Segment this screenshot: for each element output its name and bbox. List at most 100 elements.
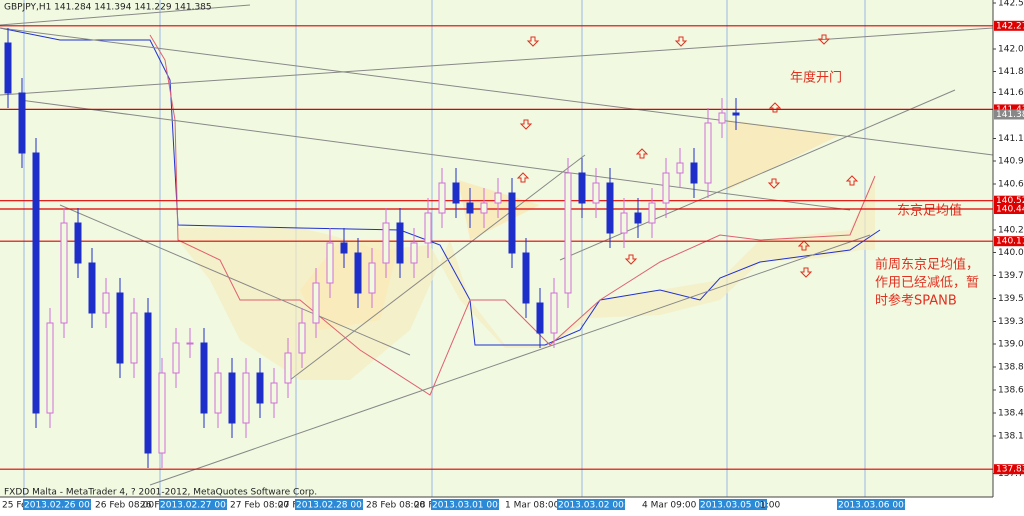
trendline (59, 204, 411, 356)
candle-body (634, 212, 642, 224)
y-tick-label: 138.170 (998, 432, 1024, 442)
candle-body (298, 322, 306, 354)
arrow (624, 254, 638, 265)
candle-body (88, 262, 96, 314)
level-label: 142.272 (996, 21, 1024, 31)
candle-body (508, 192, 516, 254)
y-tick-label: 142.500 (998, 0, 1024, 9)
x-tick-label: 2013.02.26 00:00 (24, 501, 105, 511)
x-tick-label: 2013.03.02 00:00 (558, 501, 639, 511)
y-tick-label: 140.690 (998, 180, 1024, 190)
candle-body (396, 222, 404, 264)
candle-body (102, 292, 110, 314)
trendline (149, 234, 871, 486)
candle-body (242, 372, 250, 424)
annotation: 作用已经减低，暂 (875, 276, 979, 291)
arrow (768, 102, 782, 113)
trendline (0, 4, 251, 26)
candle-body (214, 372, 222, 414)
candle-body (410, 242, 418, 264)
candle-body (494, 192, 502, 204)
candle-body (60, 222, 68, 324)
x-tick-label: 2013.03.06 00:00 (838, 501, 919, 511)
annotation: 年度开门 (790, 70, 842, 86)
candle-body (452, 182, 460, 204)
arrow (799, 267, 813, 278)
y-tick-label: 141.145 (998, 134, 1024, 144)
candle-body (732, 112, 740, 116)
candle-body (256, 372, 264, 404)
kijun-line (0, 27, 881, 346)
arrow (516, 172, 530, 183)
candle-body (522, 252, 530, 304)
x-tick-label: 27 Feb 08:00 (230, 501, 289, 511)
candle-body (480, 202, 488, 214)
candle-body (144, 312, 152, 454)
candle-body (46, 322, 54, 414)
y-tick-label: 139.315 (998, 317, 1024, 327)
x-tick-label: 1 Mar 08:00 (505, 501, 560, 511)
y-tick-label: 139.545 (998, 294, 1024, 304)
arrow (519, 119, 533, 130)
candle-body (354, 252, 362, 294)
x-label-highlight (699, 499, 767, 510)
candle-body (326, 242, 334, 284)
y-tick-label: 140.005 (998, 248, 1024, 258)
x-label-highlight (557, 499, 625, 510)
candle-body (18, 92, 26, 154)
x-tick-label: 2013.02.27 00:00 (160, 501, 241, 511)
cloud (178, 176, 875, 380)
arrow (767, 178, 781, 189)
candle-body (4, 42, 12, 94)
candle-body (32, 152, 40, 414)
x-tick-label: 4 Mar 09:00 (642, 501, 697, 511)
candle-body (704, 122, 712, 184)
y-tick-label: 138.860 (998, 363, 1024, 373)
candle-body (368, 262, 376, 294)
candle-body (578, 172, 586, 204)
level-tag (994, 464, 1024, 475)
arrow (817, 34, 831, 45)
candle-body (158, 372, 166, 454)
x-label-highlight (159, 499, 227, 510)
arrow (635, 148, 649, 159)
candle-body (662, 172, 670, 204)
span-line (149, 34, 876, 396)
level-tag (994, 20, 1024, 31)
y-tick-label: 139.775 (998, 271, 1024, 281)
level-tag (994, 195, 1024, 206)
candle-body (676, 162, 684, 174)
level-label: 140.523 (996, 196, 1024, 206)
level-tag (994, 104, 1024, 115)
level-tag (994, 204, 1024, 214)
candle-body (564, 172, 572, 294)
x-label-highlight (837, 499, 905, 510)
arrow (674, 36, 688, 47)
y-tick-label: 142.040 (998, 45, 1024, 55)
y-tick-label: 138.400 (998, 409, 1024, 419)
candle-body (606, 182, 614, 234)
footer: FXDD Malta - MetaTrader 4, ? 2001-2012, … (4, 488, 317, 498)
candle-body (466, 202, 474, 214)
y-tick-label: 141.605 (998, 88, 1024, 98)
candle-body (718, 112, 726, 124)
candle-body (620, 212, 628, 234)
candle-body (312, 282, 320, 324)
annotation: 时参考SPANB (875, 293, 957, 309)
y-tick-label: 141.815 (998, 67, 1024, 77)
price-label: 141.385 (996, 110, 1024, 120)
level-label: 140.118 (996, 237, 1024, 247)
y-tick-label: 140.230 (998, 226, 1024, 236)
candle-body (550, 292, 558, 334)
arrow (526, 36, 540, 47)
y-tick-label: 140.920 (998, 157, 1024, 167)
x-tick-label: 1:00 (760, 501, 780, 511)
trendline (19, 99, 851, 211)
candle-body (172, 342, 180, 374)
y-tick-label: 139.090 (998, 340, 1024, 350)
candle-body (130, 312, 138, 364)
candle-body (382, 222, 390, 264)
candle-body (424, 212, 432, 244)
arrow (845, 175, 859, 186)
